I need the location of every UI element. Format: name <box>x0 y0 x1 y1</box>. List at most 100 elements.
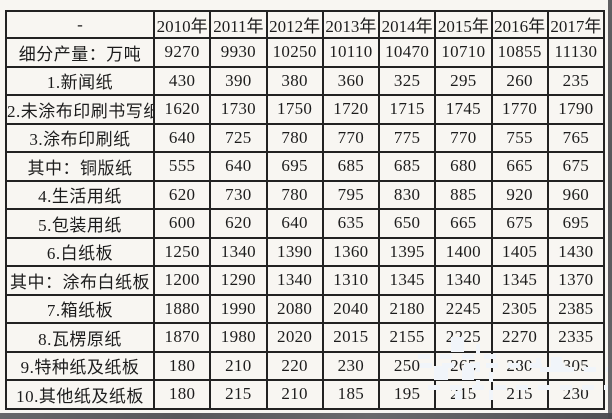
value-cell: 755 <box>490 122 549 153</box>
table-row: 细分产量：万吨 9270 9930 10250 10110 10470 10710 10855… <box>5 37 606 68</box>
value-cell: 380 <box>265 65 324 96</box>
row-label: 4.生活用纸 <box>5 179 155 210</box>
row-label: 10.其他纸及纸板 <box>5 379 155 410</box>
value-cell: 10710 <box>434 37 493 68</box>
value-cell: 1370 <box>546 265 606 296</box>
value-cell: 215 <box>434 379 493 410</box>
value-cell: 600 <box>152 208 212 239</box>
table-row: 9.特种纸及纸板 180 210 220 230 250 265 280 305 <box>5 350 606 381</box>
value-cell: 780 <box>265 179 324 210</box>
table-row: 8.瓦楞原纸 1870 1980 2020 2015 2155 2225 2270 2335 <box>5 322 606 353</box>
header-row: - 2010年 2011年 2012年 2013年 2014年 2015年 2016年 201… <box>5 10 606 39</box>
value-cell: 2305 <box>490 293 549 324</box>
value-cell: 1790 <box>546 94 606 125</box>
paper-production-table: - 2010年 2011年 2012年 2013年 2014年 2015年 2016年 201… <box>5 10 606 410</box>
value-cell: 390 <box>209 65 268 96</box>
value-cell: 775 <box>377 122 437 153</box>
value-cell: 280 <box>490 350 549 381</box>
row-label: 8.瓦楞原纸 <box>5 322 155 353</box>
value-cell: 695 <box>265 151 324 182</box>
value-cell: 9930 <box>209 37 268 68</box>
table-row: 7.箱纸板 1880 1990 2080 2040 2180 2245 2305 2385 <box>5 293 606 324</box>
value-cell: 1870 <box>152 322 212 353</box>
value-cell: 430 <box>152 65 212 96</box>
value-cell: 830 <box>377 179 437 210</box>
value-cell: 635 <box>321 208 381 239</box>
year-header: 2013年 <box>321 10 381 39</box>
table-row: 2.未涂布印刷书写纸 1620 1730 1750 1720 1715 1745 1770 17… <box>5 94 606 125</box>
row-label: 其中：铜版纸 <box>5 151 155 182</box>
value-cell: 210 <box>209 350 268 381</box>
year-header: 2017年 <box>546 10 606 39</box>
value-cell: 1200 <box>152 265 212 296</box>
value-cell: 620 <box>209 208 268 239</box>
value-cell: 2020 <box>265 322 324 353</box>
table-row: 其中：铜版纸 555 640 695 685 685 680 665 675 <box>5 151 606 182</box>
value-cell: 920 <box>490 179 549 210</box>
value-cell: 665 <box>490 151 549 182</box>
value-cell: 9270 <box>152 37 212 68</box>
value-cell: 1290 <box>209 265 268 296</box>
right-edge-band <box>608 0 612 419</box>
value-cell: 260 <box>490 65 549 96</box>
row-label: 7.箱纸板 <box>5 293 155 324</box>
value-cell: 1750 <box>265 94 324 125</box>
value-cell: 10250 <box>265 37 324 68</box>
value-cell: 685 <box>321 151 381 182</box>
value-cell: 1770 <box>490 94 549 125</box>
value-cell: 1340 <box>209 236 268 267</box>
value-cell: 265 <box>434 350 493 381</box>
value-cell: 1250 <box>152 236 212 267</box>
row-label: 细分产量：万吨 <box>5 37 155 68</box>
row-label: 9.特种纸及纸板 <box>5 350 155 381</box>
table-row: 5.包装用纸 600 620 640 635 650 665 675 695 <box>5 208 606 239</box>
value-cell: 620 <box>152 179 212 210</box>
value-cell: 770 <box>434 122 493 153</box>
value-cell: 650 <box>377 208 437 239</box>
value-cell: 685 <box>377 151 437 182</box>
value-cell: 675 <box>490 208 549 239</box>
value-cell: 2225 <box>434 322 493 353</box>
value-cell: 325 <box>377 65 437 96</box>
value-cell: 665 <box>434 208 493 239</box>
value-cell: 675 <box>546 151 606 182</box>
value-cell: 220 <box>265 350 324 381</box>
row-label: 2.未涂布印刷书写纸 <box>5 94 155 125</box>
value-cell: 2015 <box>321 322 381 353</box>
value-cell: 10470 <box>377 37 437 68</box>
value-cell: 1310 <box>321 265 381 296</box>
year-header: 2014年 <box>377 10 437 39</box>
value-cell: 1345 <box>377 265 437 296</box>
value-cell: 780 <box>265 122 324 153</box>
value-cell: 1340 <box>265 265 324 296</box>
row-label: 6.白纸板 <box>5 236 155 267</box>
value-cell: 960 <box>546 179 606 210</box>
value-cell: 2155 <box>377 322 437 353</box>
year-header: 2012年 <box>265 10 324 39</box>
value-cell: 730 <box>209 179 268 210</box>
row-label: 1.新闻纸 <box>5 65 155 96</box>
value-cell: 185 <box>321 379 381 410</box>
value-cell: 725 <box>209 122 268 153</box>
value-cell: 1730 <box>209 94 268 125</box>
value-cell: 215 <box>209 379 268 410</box>
value-cell: 10855 <box>490 37 549 68</box>
value-cell: 195 <box>377 379 437 410</box>
value-cell: 1390 <box>265 236 324 267</box>
year-header: 2016年 <box>490 10 549 39</box>
table-row: 6.白纸板 1250 1340 1390 1360 1395 1400 1405 1430 <box>5 236 606 267</box>
value-cell: 765 <box>546 122 606 153</box>
value-cell: 295 <box>434 65 493 96</box>
value-cell: 795 <box>321 179 381 210</box>
value-cell: 1980 <box>209 322 268 353</box>
value-cell: 1360 <box>321 236 381 267</box>
value-cell: 215 <box>490 379 549 410</box>
value-cell: 2245 <box>434 293 493 324</box>
value-cell: 2335 <box>546 322 606 353</box>
value-cell: 11130 <box>546 37 606 68</box>
value-cell: 1345 <box>490 265 549 296</box>
year-header: 2010年 <box>152 10 212 39</box>
row-label: 3.涂布印刷纸 <box>5 122 155 153</box>
year-header: 2015年 <box>434 10 493 39</box>
